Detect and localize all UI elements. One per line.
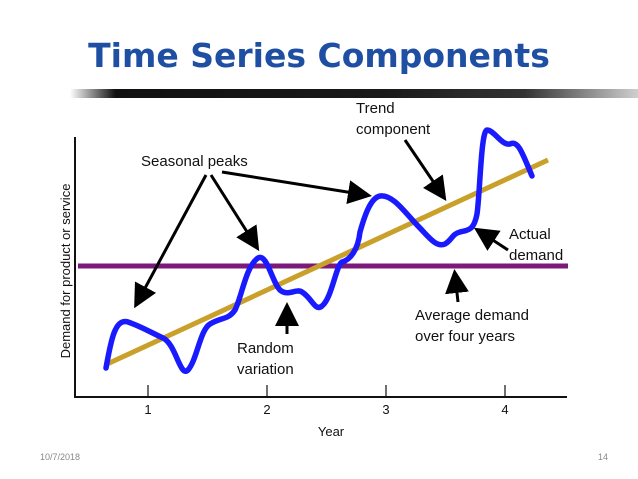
label-actual-line2: demand bbox=[509, 247, 563, 264]
label-seasonal-peaks: Seasonal peaks bbox=[141, 153, 248, 170]
y-axis-label: Demand for product or service bbox=[58, 184, 73, 359]
x-tick-label-2: 2 bbox=[263, 402, 270, 417]
title-underline-bar bbox=[70, 89, 638, 98]
x-tick-label-4: 4 bbox=[501, 402, 508, 417]
arrow-actual-demand bbox=[473, 227, 509, 252]
arrow-seasonal-peak-2 bbox=[209, 174, 260, 252]
label-actual-line1: Actual bbox=[509, 226, 551, 243]
x-tick-label-1: 1 bbox=[144, 402, 151, 417]
label-average-line1: Average demand bbox=[415, 307, 529, 324]
label-trend-line2: component bbox=[356, 121, 431, 138]
actual-demand-curve bbox=[103, 127, 535, 374]
label-random-line1: Random bbox=[237, 340, 294, 357]
annotation-arrows bbox=[134, 139, 509, 334]
arrow-seasonal-peak-1 bbox=[134, 174, 208, 309]
arrow-trend bbox=[403, 139, 447, 201]
slide-title: Time Series Components bbox=[88, 36, 550, 75]
footer-page-number: 14 bbox=[597, 452, 608, 462]
label-average-line2: over four years bbox=[415, 328, 515, 345]
trend-line bbox=[103, 157, 550, 368]
footer-date: 10/7/2018 bbox=[40, 452, 81, 462]
label-trend-line1: Trend bbox=[356, 100, 395, 117]
x-axis-label: Year bbox=[318, 424, 345, 439]
x-tick-marks bbox=[147, 385, 506, 397]
label-random-line2: variation bbox=[237, 361, 294, 378]
arrow-seasonal-peak-3 bbox=[221, 170, 372, 205]
arrow-average-demand bbox=[445, 269, 469, 303]
x-tick-label-3: 3 bbox=[382, 402, 389, 417]
